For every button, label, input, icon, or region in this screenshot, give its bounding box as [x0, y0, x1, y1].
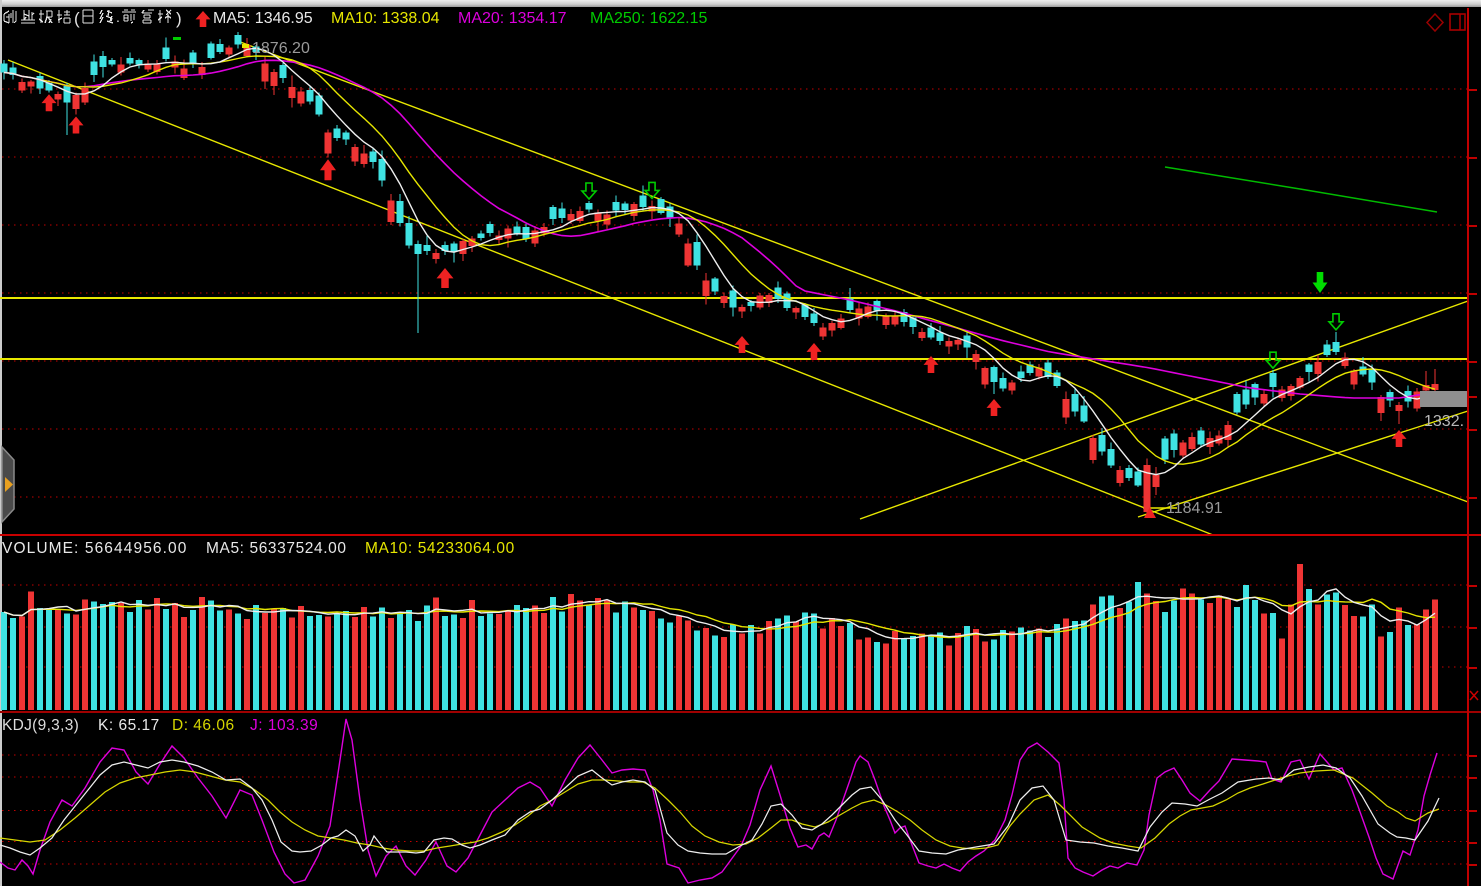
- svg-text:MA20: 1354.17: MA20: 1354.17: [458, 10, 567, 27]
- svg-text:MA5: 1346.95: MA5: 1346.95: [213, 10, 313, 27]
- svg-text:MA250: 1622.15: MA250: 1622.15: [590, 10, 708, 27]
- svg-text:.: .: [116, 9, 120, 25]
- svg-text:(: (: [74, 9, 80, 28]
- svg-text:D: 46.06: D: 46.06: [172, 717, 235, 734]
- svg-text:MA10: 1338.04: MA10: 1338.04: [331, 10, 440, 27]
- svg-text:VOLUME: 56644956.00: VOLUME: 56644956.00: [2, 540, 187, 557]
- svg-text:MA5: 56337524.00: MA5: 56337524.00: [206, 540, 347, 557]
- svg-text:1184.91: 1184.91: [1166, 500, 1223, 517]
- svg-text:1876.20: 1876.20: [252, 40, 310, 57]
- svg-text:1332.: 1332.: [1424, 413, 1464, 430]
- svg-text:): ): [176, 9, 182, 28]
- svg-text:K: 65.17: K: 65.17: [98, 717, 160, 734]
- svg-text:KDJ(9,3,3): KDJ(9,3,3): [2, 717, 79, 734]
- svg-text:J: 103.39: J: 103.39: [250, 717, 318, 734]
- svg-text:MA10: 54233064.00: MA10: 54233064.00: [365, 540, 515, 557]
